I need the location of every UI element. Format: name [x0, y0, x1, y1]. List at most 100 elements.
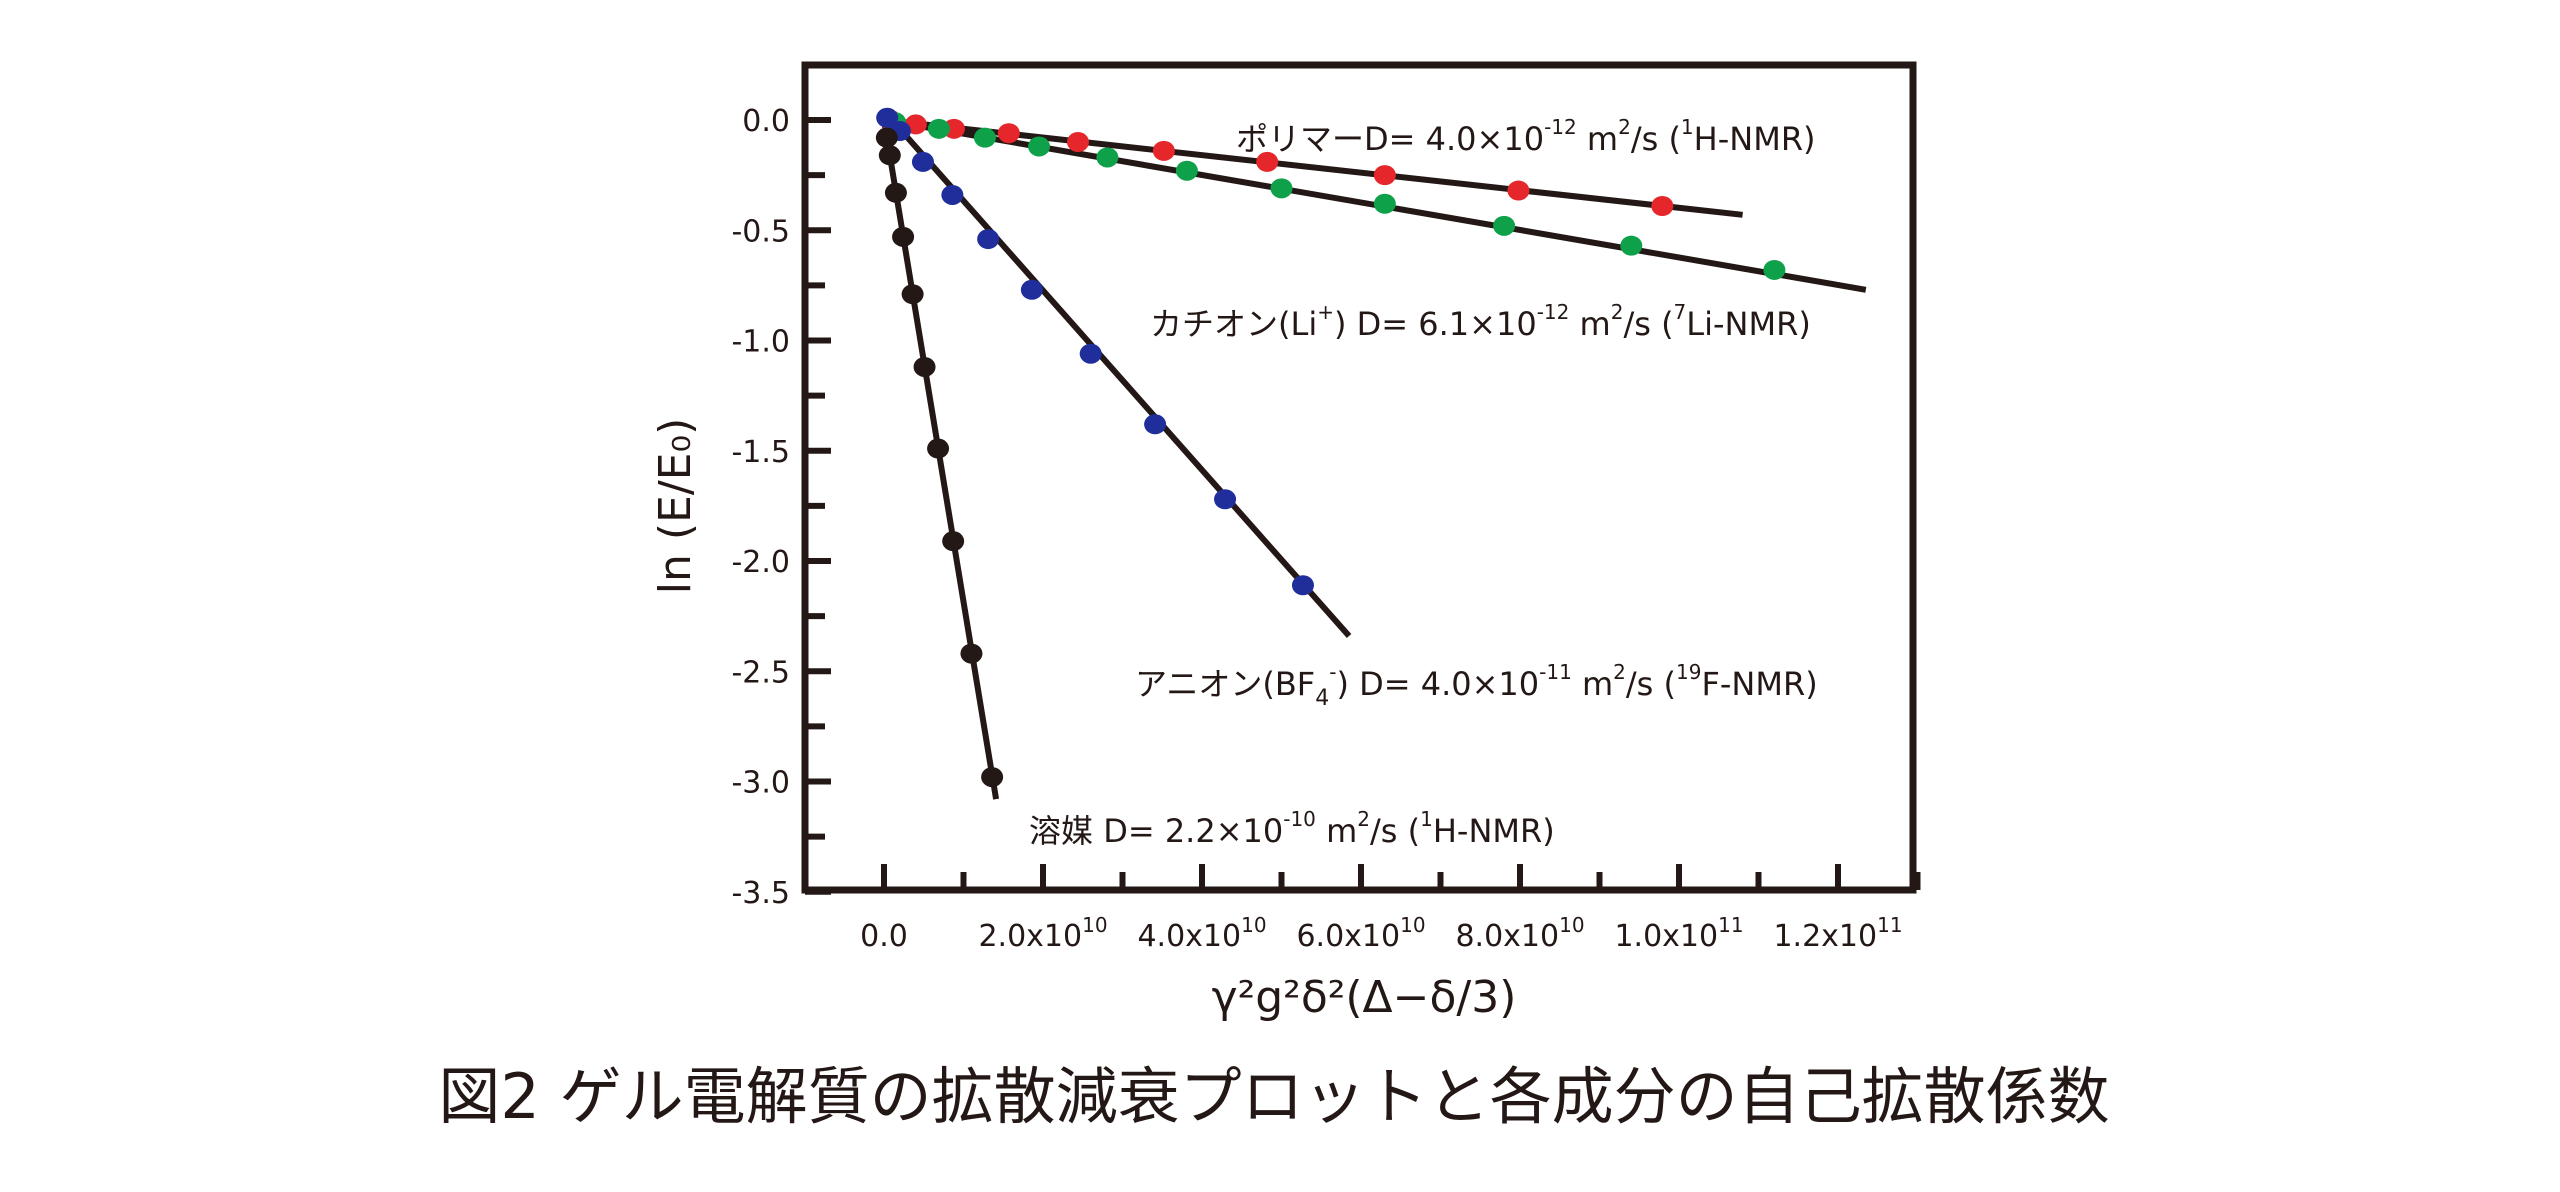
data-point — [1079, 343, 1102, 364]
data-point — [875, 127, 898, 148]
data-point — [941, 184, 964, 205]
y-axis-title: ln (E/E₀) — [650, 418, 701, 595]
data-point — [1214, 489, 1237, 510]
data-point — [1096, 147, 1119, 168]
data-point — [997, 123, 1020, 144]
unit-tail: /s ( — [1623, 305, 1673, 343]
data-point — [1620, 235, 1643, 256]
y-tick-label: -1.0 — [731, 325, 790, 360]
x-tick-label: 0.0 — [860, 919, 908, 954]
series-name: カチオン(Li — [1150, 305, 1317, 343]
unit-tail: /s ( — [1626, 665, 1676, 703]
data-point — [1028, 136, 1051, 157]
series-annotation: 溶媒 D= 2.2×10-10 m2/s (1H-NMR) — [1029, 807, 1555, 850]
data-point — [1507, 180, 1530, 201]
x-tick-base: 8.0x10 — [1455, 919, 1559, 954]
x-tick-base: 2.0x10 — [978, 919, 1082, 954]
x-tick-label: 1.0x1011 — [1614, 913, 1743, 954]
unit: m — [1572, 665, 1613, 703]
nmr-method: H-NMR) — [1694, 120, 1816, 158]
data-point — [977, 229, 1000, 250]
series-name-superscript: - — [1329, 660, 1336, 684]
series-name: ポリマー — [1236, 120, 1364, 158]
y-tick-label: -2.5 — [731, 655, 790, 690]
nucleus-mass-number: 7 — [1674, 300, 1687, 324]
data-point — [1020, 279, 1043, 300]
fit-line — [883, 117, 1743, 218]
data-point — [1291, 575, 1314, 596]
diffusion-exponent: -10 — [1283, 807, 1316, 831]
x-tick-label: 1.2x1011 — [1773, 913, 1902, 954]
data-point — [911, 151, 934, 172]
y-tick-label: -1.5 — [731, 435, 790, 470]
series-name-tail: ) — [1336, 665, 1359, 703]
series-name-tail: ) — [1334, 305, 1357, 343]
data-point — [942, 531, 965, 552]
unit-tail: /s ( — [1631, 120, 1681, 158]
y-tick-label: -3.5 — [731, 876, 790, 911]
y-tick-labels: 0.0 -0.5 -1.0 -1.5 -2.0 -2.5 -3.0 -3.5 — [731, 104, 790, 911]
diffusion-coefficient: D= 4.0×10 — [1364, 120, 1544, 158]
data-point — [1373, 193, 1396, 214]
plot-frame — [801, 61, 1917, 894]
figure-caption: 図2 ゲル電解質の拡散減衰プロットと各成分の自己拡散係数 — [438, 1060, 2109, 1133]
series-name-subscript: 4 — [1315, 686, 1329, 711]
data-point — [1651, 195, 1674, 216]
series-annotation: カチオン(Li+) D= 6.1×10-12 m2/s (7Li-NMR) — [1150, 300, 1811, 343]
unit-exponent: 2 — [1613, 660, 1626, 684]
unit-exponent: 2 — [1611, 300, 1624, 324]
data-point — [1175, 160, 1198, 181]
data-points — [875, 107, 1786, 788]
data-point — [1373, 165, 1396, 186]
diffusion-coefficient: D= 6.1×10 — [1357, 305, 1537, 343]
data-point — [973, 127, 996, 148]
data-point — [960, 643, 983, 664]
data-point — [1270, 178, 1293, 199]
data-point — [1066, 132, 1089, 153]
y-tick-label: -3.0 — [731, 766, 790, 801]
x-tick-label: 8.0x1010 — [1455, 913, 1584, 954]
y-tick-label: -0.5 — [731, 214, 790, 249]
nmr-method: Li-NMR) — [1686, 305, 1811, 343]
x-tick-label: 4.0x1010 — [1137, 913, 1266, 954]
diffusion-exponent: -12 — [1537, 300, 1570, 324]
x-tick-exponent: 11 — [1718, 913, 1743, 937]
data-point — [1256, 151, 1279, 172]
nucleus-mass-number: 1 — [1681, 115, 1694, 139]
data-point — [1493, 215, 1516, 236]
x-tick-base: 4.0x10 — [1137, 919, 1241, 954]
series-annotations: ポリマーD= 4.0×10-12 m2/s (1H-NMR)カチオン(Li+) … — [1029, 115, 1818, 850]
x-tick-exponent: 10 — [1400, 913, 1425, 937]
data-point — [901, 284, 924, 305]
data-point — [1152, 140, 1175, 161]
data-point — [981, 767, 1004, 788]
y-tick-label: 0.0 — [742, 104, 790, 139]
data-point — [1763, 259, 1786, 280]
diffusion-coefficient: D= 4.0×10 — [1359, 665, 1539, 703]
data-point — [913, 356, 936, 377]
data-point — [942, 118, 965, 139]
diffusion-exponent: -12 — [1544, 115, 1577, 139]
unit: m — [1316, 812, 1357, 850]
axis-ticks — [805, 117, 1921, 895]
diffusion-coefficient: D= 2.2×10 — [1103, 812, 1283, 850]
x-tick-base: 1.2x10 — [1773, 919, 1877, 954]
data-point — [876, 107, 899, 128]
x-tick-label: 6.0x1010 — [1296, 913, 1425, 954]
x-tick-exponent: 10 — [1241, 913, 1266, 937]
nmr-method: F-NMR) — [1701, 665, 1817, 703]
unit-exponent: 2 — [1357, 807, 1370, 831]
series-name: アニオン(BF — [1135, 665, 1315, 703]
x-tick-exponent: 11 — [1877, 913, 1902, 937]
data-point — [927, 438, 950, 459]
nucleus-mass-number: 1 — [1420, 807, 1433, 831]
unit-tail: /s ( — [1370, 812, 1420, 850]
y-tick-label: -2.0 — [731, 545, 790, 580]
unit: m — [1577, 120, 1618, 158]
x-tick-base: 6.0x10 — [1296, 919, 1400, 954]
series-name: 溶媒 — [1029, 812, 1103, 850]
nucleus-mass-number: 19 — [1676, 660, 1701, 684]
x-tick-label: 2.0x1010 — [978, 913, 1107, 954]
data-point — [927, 118, 950, 139]
